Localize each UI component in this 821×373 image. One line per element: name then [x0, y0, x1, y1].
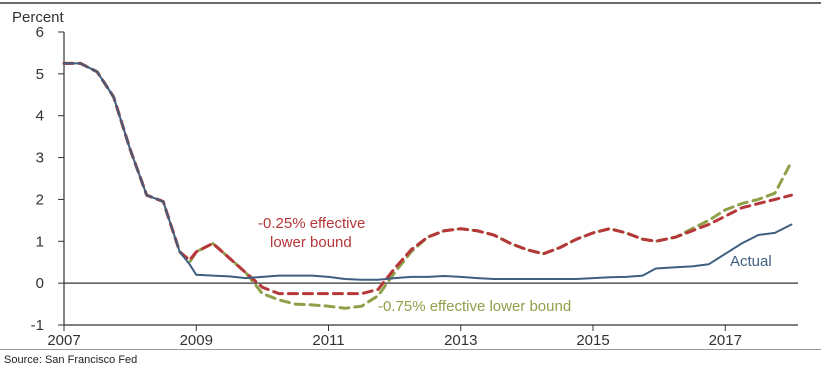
chart-labels: Percent Actual -0.25% effective lower bo… — [12, 9, 772, 315]
annotation-lower-bound-075: -0.75% effective lower bound — [378, 298, 571, 315]
source-note: Source: San Francisco Fed — [4, 354, 138, 366]
annotation-lower-bound-025-line1: -0.25% effective — [258, 215, 365, 232]
y-tick-label: 4 — [36, 108, 44, 125]
y-tick-label: 0 — [36, 275, 44, 292]
x-tick-label: 2009 — [180, 332, 213, 349]
x-tick-label: 2017 — [709, 332, 742, 349]
series-line — [62, 61, 793, 296]
y-tick-label: 1 — [36, 233, 44, 250]
series-line — [62, 61, 793, 310]
annotation-lower-bound-025-line2: lower bound — [270, 234, 352, 251]
bottom-rule — [0, 349, 821, 350]
y-axis-label: Percent — [12, 9, 65, 26]
y-tick-label: 5 — [36, 66, 44, 83]
x-tick-label: 2011 — [312, 332, 344, 349]
annotation-actual: Actual — [730, 253, 772, 270]
x-tick-label: 2013 — [444, 332, 477, 349]
y-tick-label: 6 — [36, 24, 44, 41]
x-tick-label: 2007 — [47, 332, 80, 349]
y-tick-label: -1 — [31, 317, 44, 334]
series-lines — [62, 61, 793, 310]
y-tick-label: 2 — [36, 191, 44, 208]
axes: -1 0 1 2 3 4 5 6 2007 2009 2011 2013 2015 2017 — [31, 24, 798, 349]
x-tick-label: 2015 — [576, 332, 609, 349]
y-tick-label: 3 — [36, 150, 44, 167]
series-line — [63, 62, 793, 281]
top-rule — [0, 2, 821, 4]
line-chart: -1 0 1 2 3 4 5 6 2007 2009 2011 2013 2015 2017 Percen… — [12, 9, 798, 349]
